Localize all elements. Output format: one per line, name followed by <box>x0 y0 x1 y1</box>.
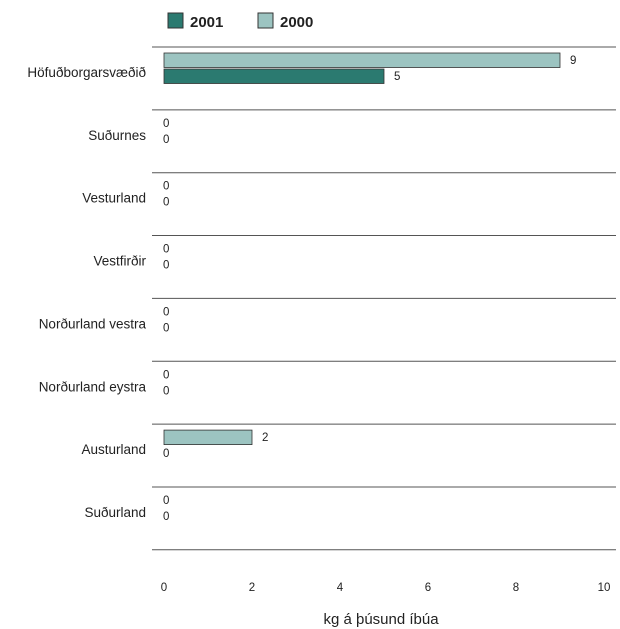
category-label: Höfuðborgarsvæðið <box>27 65 146 80</box>
x-axis-title: kg á þúsund íbúa <box>323 611 439 628</box>
bars <box>163 52 561 446</box>
x-axis-ticks: 0 2 4 6 8 10 <box>161 582 611 594</box>
value-label-2001: 0 <box>163 260 169 272</box>
value-label-2001: 0 <box>163 511 169 523</box>
value-labels: 9 5 0 0 0 0 0 0 0 0 0 0 2 0 0 0 <box>163 55 576 523</box>
category-labels: Höfuðborgarsvæðið Suðurnes Vesturland Vestf… <box>27 65 146 520</box>
value-label-2000: 0 <box>163 495 169 507</box>
category-label: Suðurnes <box>88 128 146 143</box>
legend-item-2001: 2001 <box>167 12 223 31</box>
legend-swatch-2001 <box>167 12 184 29</box>
x-tick-label: 2 <box>249 582 255 594</box>
value-label-2001: 0 <box>163 322 169 334</box>
row-separators <box>152 46 616 551</box>
category-label: Norðurland eystra <box>39 379 147 394</box>
x-tick-label: 0 <box>161 582 167 594</box>
legend-label-2001: 2001 <box>190 14 223 31</box>
value-label-2000: 0 <box>163 306 169 318</box>
bar-2001 <box>163 68 385 84</box>
legend-swatch-2000 <box>257 12 274 29</box>
x-tick-label: 4 <box>337 582 344 594</box>
value-label-2000: 0 <box>163 369 169 381</box>
value-label-2001: 0 <box>163 385 169 397</box>
value-label-2000: 0 <box>163 181 169 193</box>
value-label-2001: 0 <box>163 197 169 209</box>
value-label-2000: 0 <box>163 118 169 130</box>
legend: 2001 2000 <box>167 12 313 31</box>
category-label: Vestfirðir <box>93 254 146 269</box>
x-tick-label: 10 <box>598 582 611 594</box>
value-label-2001: 0 <box>163 134 169 146</box>
value-label-2000: 2 <box>262 432 268 444</box>
category-label: Vesturland <box>82 191 146 206</box>
value-label-2000: 0 <box>163 244 169 256</box>
x-tick-label: 8 <box>513 582 519 594</box>
legend-item-2000: 2000 <box>257 12 313 31</box>
bar-2000 <box>163 52 561 68</box>
category-label: Austurland <box>81 442 146 457</box>
value-label-2000: 9 <box>570 55 576 67</box>
category-label: Suðurland <box>84 505 146 520</box>
value-label-2001: 0 <box>163 448 169 460</box>
bar-2000 <box>163 429 253 446</box>
x-tick-label: 6 <box>425 582 431 594</box>
legend-label-2000: 2000 <box>280 14 313 31</box>
value-label-2001: 5 <box>394 71 400 83</box>
category-label: Norðurland vestra <box>39 316 147 331</box>
